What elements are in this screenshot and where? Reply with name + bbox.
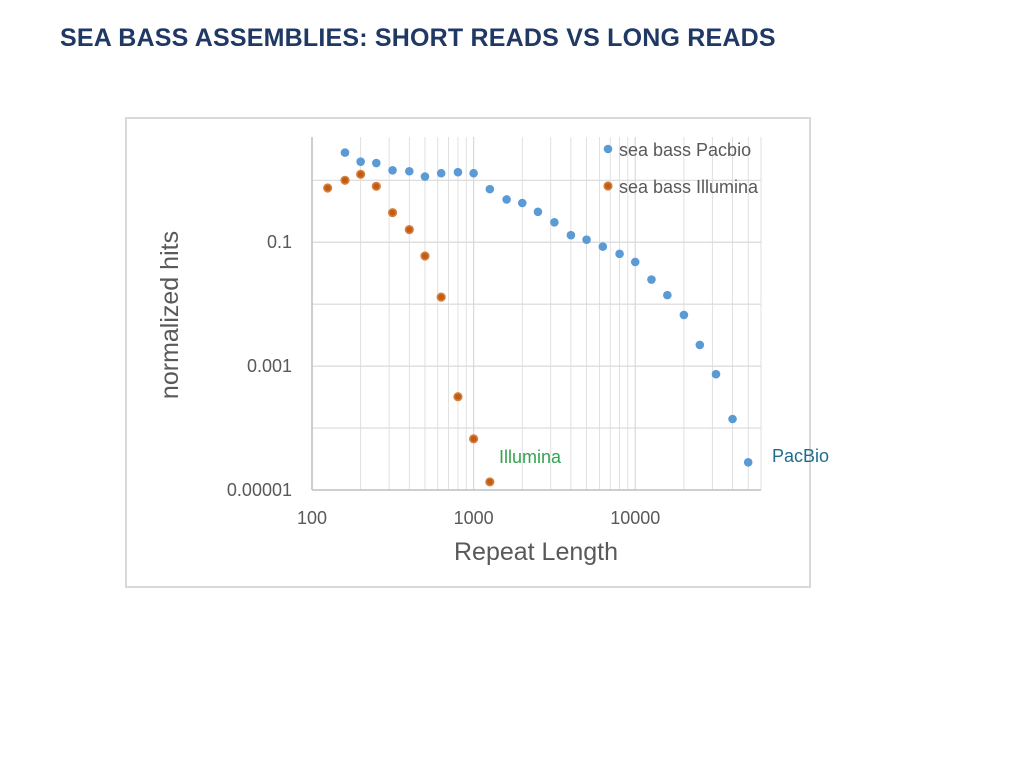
pacbio-annotation: PacBio: [772, 446, 829, 466]
x-tick-label: 100: [297, 508, 327, 528]
pacbio-point: [663, 290, 672, 300]
pacbio-point: [436, 168, 446, 178]
pacbio-point: [420, 172, 430, 181]
pacbio-point: [469, 168, 478, 178]
pacbio-point: [615, 249, 624, 259]
pacbio-point: [711, 369, 721, 379]
illumina-point: [469, 434, 479, 444]
illumina-point: [485, 477, 495, 487]
pacbio-point: [566, 230, 576, 240]
pacbio-point: [533, 207, 543, 217]
y-tick-label: 0.00001: [227, 480, 292, 500]
pacbio-point: [647, 275, 656, 284]
pacbio-point: [453, 167, 463, 177]
pacbio-point: [372, 158, 381, 168]
legend-label: sea bass Pacbio: [619, 140, 751, 160]
pacbio-point: [356, 157, 365, 166]
pacbio-point: [550, 217, 559, 227]
pacbio-point: [630, 257, 640, 267]
pacbio-point: [728, 414, 737, 424]
pacbio-point: [517, 198, 527, 208]
gridlines: [311, 137, 762, 490]
pacbio-point: [582, 235, 591, 244]
legend: sea bass Pacbio sea bass Illumina: [603, 140, 759, 197]
axes: [311, 137, 761, 491]
illumina-point: [453, 392, 463, 402]
pacbio-point: [502, 195, 511, 204]
illumina-point: [356, 169, 366, 179]
pacbio-point: [485, 184, 495, 194]
legend-marker: [603, 144, 613, 154]
x-tick-label: 1000: [454, 508, 494, 528]
illumina-point: [323, 183, 333, 193]
pacbio-point: [695, 340, 705, 350]
data-points: [323, 148, 753, 487]
illumina-point: [436, 292, 446, 302]
x-tick-label: 10000: [610, 508, 660, 528]
illumina-point: [420, 251, 430, 261]
illumina-point: [404, 224, 414, 235]
chart-frame: [125, 117, 811, 588]
pacbio-point: [743, 458, 753, 467]
legend-label: sea bass Illumina: [619, 177, 759, 197]
illumina-point: [371, 181, 381, 191]
y-tick-label: 0.1: [267, 232, 292, 252]
illumina-annotation: Illumina: [499, 447, 562, 467]
pacbio-point: [340, 148, 350, 157]
tick-labels: 100 1000 10000 0.00001 0.001 0.1: [227, 232, 660, 528]
x-axis-title: Repeat Length: [454, 538, 618, 566]
illumina-point: [340, 175, 350, 185]
illumina-point: [387, 208, 398, 218]
pacbio-point: [679, 310, 689, 320]
pacbio-point: [405, 166, 414, 176]
legend-marker: [603, 181, 613, 191]
y-axis-title: normalized hits: [156, 231, 184, 399]
pacbio-point: [388, 165, 397, 175]
y-tick-label: 0.001: [247, 356, 292, 376]
slide-title: SEA BASS ASSEMBLIES: SHORT READS VS LONG…: [60, 24, 776, 52]
pacbio-point: [598, 242, 608, 251]
